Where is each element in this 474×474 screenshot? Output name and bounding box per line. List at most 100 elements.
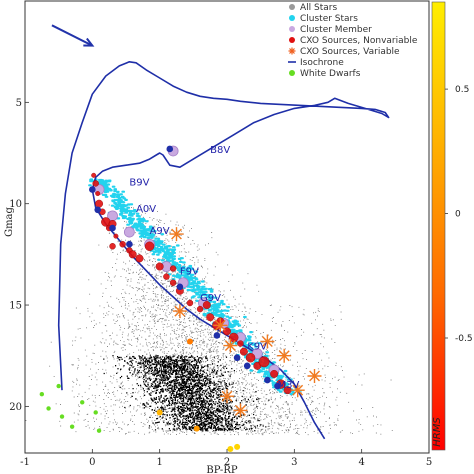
white-dwarf-point — [80, 400, 85, 405]
colorbar-ticks: 0.5 0 -0.5 — [445, 85, 473, 344]
cxo-nonvariable-point — [237, 340, 244, 347]
arrow-head — [83, 37, 95, 47]
isochrone-mass-point — [264, 376, 271, 384]
cxo-nonvariable-point — [135, 254, 144, 263]
cxo-nonvariable-point — [144, 241, 155, 252]
cxo-nonvariable-point — [270, 369, 279, 378]
y-tick-label: 20 — [9, 402, 22, 413]
cxo-nonvariable-point — [202, 301, 211, 310]
legend-label: Cluster Stars — [300, 14, 358, 24]
cxo-variable-point — [169, 227, 184, 242]
cxo-variable-point — [172, 304, 187, 319]
x-tick-label: 5 — [426, 457, 432, 468]
isochrone-line — [57, 61, 390, 440]
hrms-colored-point — [156, 409, 163, 416]
isochrone-mass-point — [233, 354, 241, 362]
legend-label: White Dwarfs — [300, 69, 361, 79]
white-dwarfs-group — [39, 338, 241, 452]
cxo-variable-point — [213, 318, 228, 333]
y-tick-label: 5 — [16, 98, 22, 109]
colorbar — [431, 1, 446, 451]
arrow-shaft — [51, 24, 93, 47]
cxo-nonvariable-point — [196, 305, 204, 313]
legend-label: Cluster Member — [300, 25, 372, 35]
legend-label: CXO Sources, Variable — [300, 47, 400, 57]
isochrone-mass-point — [213, 332, 221, 339]
cxo-nonvariable-point — [119, 240, 126, 248]
isochrone-mass-point — [94, 206, 102, 214]
white-dwarf-point — [39, 392, 45, 397]
legend-marker — [289, 26, 295, 32]
spectral-type-label: B8V — [210, 145, 230, 156]
cxo-nonvariable-point — [95, 199, 104, 208]
cxo-variable-point — [290, 383, 305, 398]
spectral-labels: B8V B9V A0V A9V F9V G9V K9V M3V — [129, 145, 299, 391]
legend-marker — [289, 37, 295, 43]
cxo-nonvariable-point — [206, 313, 215, 322]
isochrone-mass-point — [89, 186, 96, 193]
cxo-nonvariable-point — [163, 273, 170, 280]
legend-label: CXO Sources, Nonvariable — [300, 36, 418, 46]
cxo-nonvariable-point — [186, 299, 194, 307]
cxo-nonvariable-point — [109, 243, 116, 250]
cxo-variable-point — [260, 334, 275, 349]
white-dwarf-point — [59, 414, 65, 419]
plot-area — [24, 0, 430, 454]
x-axis-ticks: -1 0 1 2 3 4 5 — [20, 449, 432, 468]
x-axis-label: BP-RP — [206, 465, 237, 474]
white-dwarf-point — [69, 424, 75, 429]
cxo-nonvariable-point — [155, 262, 164, 271]
cxo-nonvariable-point — [128, 250, 137, 259]
cxo-nonvariable-point — [239, 347, 248, 356]
isochrone-mass-point — [126, 240, 133, 248]
cxo-nonvariable-point — [95, 191, 101, 197]
colorbar-tick-label: -0.5 — [455, 334, 473, 344]
hrms-colored-point — [186, 338, 193, 345]
y-axis-ticks: 5 10 15 20 — [9, 98, 29, 413]
cxo-variable-point — [220, 389, 234, 404]
cxo-nonvariable-point — [91, 172, 97, 178]
y-tick-label: 10 — [9, 199, 22, 210]
annotation-arrow — [51, 24, 95, 47]
cxo-variable-group — [169, 227, 322, 418]
y-tick-label: 15 — [9, 301, 22, 312]
cxo-nonvariable-point — [258, 356, 270, 368]
hrms-colored-point — [193, 425, 200, 432]
spectral-type-label: M3V — [278, 380, 300, 391]
spectral-type-label: F9V — [180, 267, 199, 278]
x-tick-label: -1 — [20, 457, 30, 468]
x-tick-label: 4 — [358, 457, 364, 468]
legend-label: All Stars — [300, 3, 337, 13]
cxo-variable-point — [277, 348, 292, 363]
hrms-colored-point — [227, 445, 234, 452]
isochrone-mass-point — [109, 224, 116, 232]
colorbar-tick-label: 0 — [455, 210, 461, 220]
hrms-colored-point — [234, 443, 241, 450]
cxo-variable-point — [307, 369, 322, 383]
colorbar-label: HRMS — [432, 417, 443, 447]
spectral-type-label: B9V — [129, 177, 149, 188]
cxo-nonvariable-point — [169, 265, 177, 272]
legend-marker — [289, 70, 295, 76]
colorbar-tick-label: 0.5 — [455, 85, 469, 95]
spectral-type-label: A9V — [150, 226, 170, 237]
legend-marker — [288, 47, 296, 55]
isochrone-group — [57, 61, 390, 440]
white-dwarf-point — [96, 428, 102, 433]
cxo-nonvariable-point — [169, 279, 177, 286]
y-axis-label: Gmag — [4, 206, 15, 236]
x-tick-label: 0 — [89, 457, 95, 468]
isochrone-mass-point — [274, 382, 281, 390]
isochrone-mass-point — [166, 145, 174, 153]
cxo-variable-point — [233, 403, 248, 418]
white-dwarf-point — [46, 406, 51, 411]
spectral-type-label: A0V — [136, 204, 156, 215]
x-tick-label: 3 — [291, 457, 297, 468]
isochrone-mass-point — [176, 283, 184, 291]
cxo-nonvariable-point — [245, 352, 256, 363]
white-dwarf-point — [93, 410, 98, 415]
cluster-member-point — [123, 226, 135, 238]
white-dwarf-point — [56, 383, 61, 389]
